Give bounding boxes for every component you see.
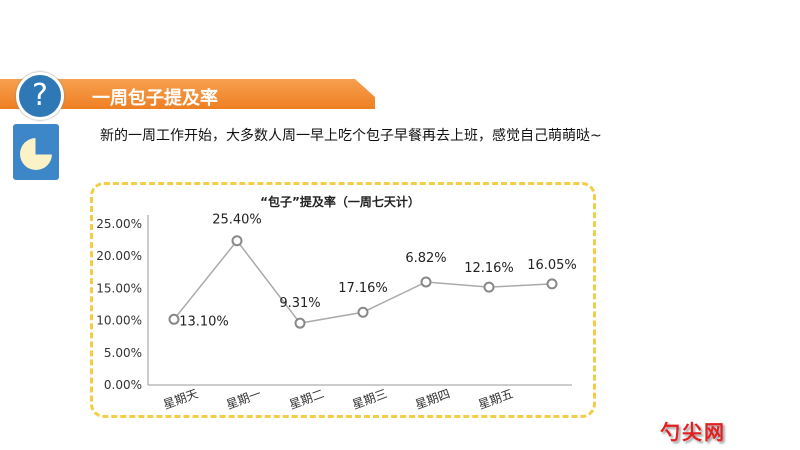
x-tick-label: 星期一	[224, 387, 263, 412]
question-circle-icon: ?	[16, 72, 64, 120]
chart-title: “包子”提及率（一周七天计）	[260, 194, 420, 209]
y-tick-label: 15.00%	[96, 281, 142, 295]
watermark-logo: 勺尖网	[660, 420, 726, 444]
data-point	[483, 281, 495, 293]
data-point	[357, 306, 369, 318]
data-point	[168, 313, 180, 325]
x-tick-label: 星期天	[161, 387, 200, 412]
x-tick-label: 星期三	[350, 387, 389, 412]
data-label: 16.05%	[527, 258, 577, 273]
data-point	[546, 278, 558, 290]
data-label: 25.40%	[212, 213, 262, 228]
y-tick-label: 10.00%	[96, 314, 142, 328]
data-label: 17.16%	[338, 281, 388, 296]
data-point	[231, 235, 243, 247]
description-text: 新的一周工作开始，大多数人周一早上吃个包子早餐再去上班，感觉自己萌萌哒~	[100, 128, 602, 144]
x-tick-label: 星期二	[287, 387, 326, 412]
data-point	[294, 317, 306, 329]
y-tick-label: 25.00%	[96, 217, 142, 231]
data-point	[420, 276, 432, 288]
data-label: 12.16%	[464, 261, 514, 276]
y-tick-label: 0.00%	[104, 378, 142, 392]
x-tick-label: 星期五	[476, 387, 515, 412]
data-label: 9.31%	[279, 296, 320, 311]
chart-frame	[90, 182, 596, 418]
y-tick-label: 5.00%	[104, 346, 142, 360]
pie-chart-icon	[13, 124, 59, 180]
data-label: 13.10%	[179, 314, 229, 329]
data-label: 6.82%	[405, 251, 446, 266]
x-tick-label: 星期四	[413, 387, 452, 412]
y-tick-label: 20.00%	[96, 249, 142, 263]
section-title: 一周包子提及率	[92, 88, 218, 109]
